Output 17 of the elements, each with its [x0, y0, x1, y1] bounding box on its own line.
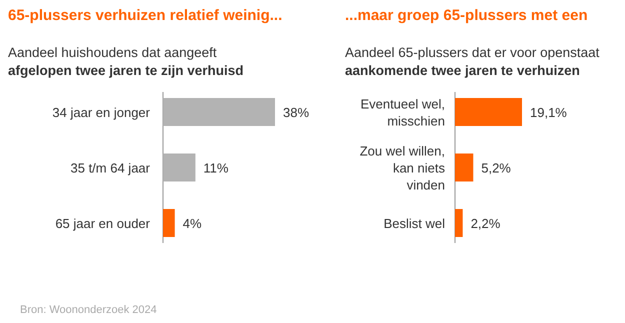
y-tick-label: Beslist wel — [384, 216, 446, 231]
y-tick-label: Eventueel wel, misschien — [360, 96, 445, 128]
data-label: 2,2% — [470, 216, 501, 231]
data-label: 19,1% — [530, 105, 568, 120]
y-tick-label: 65 jaar en ouder — [55, 216, 151, 231]
y-tick-label: Zou wel willen, kan niets vinden — [360, 144, 446, 192]
chart-title: ...maar groep 65-plussers met een — [345, 7, 588, 24]
data-label: 38% — [283, 105, 310, 120]
chart-title: 65-plussers verhuizen relatief weinig... — [8, 7, 282, 24]
data-label: 11% — [203, 160, 229, 176]
y-tick-label: 35 t/m 64 jaar — [70, 160, 151, 176]
y-tick-label: 34 jaar en jonger — [52, 105, 151, 120]
data-label: 4% — [182, 216, 202, 231]
chart-subtitle: Aandeel 65-plussers dat er voor openstaat aankomende twee jaren te verhuizen — [345, 45, 600, 78]
chart-subtitle: Aandeel huishoudens dat aangeeft afgelopen twee jaren te zijn verhuisd — [8, 45, 244, 78]
data-label: 5,2% — [481, 160, 512, 176]
text: Bron: Woononderzoek 2024 — [20, 304, 157, 316]
